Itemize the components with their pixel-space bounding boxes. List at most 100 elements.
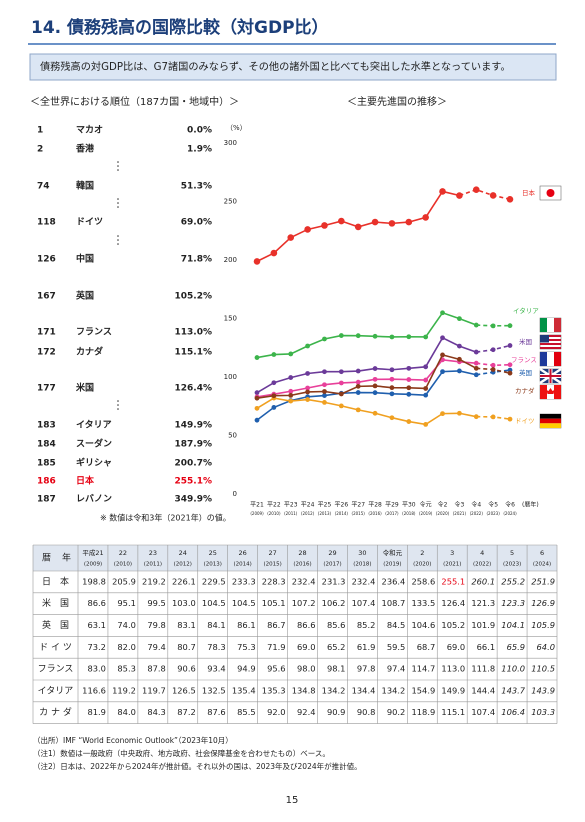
country: カナダ: [76, 346, 103, 358]
corner-label: 暦: [42, 553, 51, 564]
cell: 255.2: [501, 576, 525, 586]
country: ドイツ: [76, 217, 103, 228]
cell: 134.2: [382, 685, 406, 695]
flag-part: [554, 352, 561, 366]
cell: 103.3: [531, 707, 555, 717]
point: [270, 249, 278, 257]
rank: 118: [37, 218, 56, 228]
flag-part: [540, 423, 561, 428]
column-era: 令和元: [383, 548, 403, 557]
x-tick-year: (2021): [453, 511, 467, 516]
ellipsis-dot: [117, 169, 119, 171]
x-tick-year: (2011): [284, 511, 298, 516]
cell: 98.1: [327, 664, 345, 674]
point: [490, 323, 496, 329]
point: [338, 403, 344, 409]
series-line: [256, 370, 477, 421]
x-tick-year: (2010): [267, 511, 281, 516]
row-label: 米 国: [42, 597, 69, 609]
cell: 83.1: [177, 620, 195, 630]
flag-part: [540, 339, 561, 341]
corner-label: 年: [62, 552, 71, 564]
column-era: 26: [239, 549, 247, 557]
row-label: 英 国: [42, 619, 69, 631]
point: [440, 310, 445, 316]
ranking-heading: ＜全世界における順位（187カ国・地域中）＞: [30, 95, 239, 108]
point: [423, 364, 429, 370]
ellipsis-dot: [117, 400, 119, 402]
x-tick-year: (2022): [470, 511, 484, 516]
cell: 97.8: [357, 664, 375, 674]
cell: 86.7: [267, 620, 285, 630]
rank: 167: [37, 292, 56, 302]
point: [423, 421, 429, 427]
y-tick-label: 0: [233, 490, 237, 498]
cell: 105.9: [531, 620, 555, 630]
point: [473, 365, 479, 371]
cell: 84.1: [207, 620, 225, 630]
column-year: (2011): [144, 562, 162, 568]
x-tick-year: (2024): [503, 511, 517, 516]
x-tick-label: 平29: [385, 502, 399, 509]
point: [305, 343, 310, 349]
cell: 104.5: [202, 598, 226, 608]
note: （注2）日本は、2022年から2024年が推計値。それ以外の国は、2023年及び…: [33, 761, 362, 771]
cell: 251.9: [531, 576, 555, 586]
cell: 231.3: [322, 576, 346, 586]
cell: 134.2: [322, 685, 346, 695]
point: [254, 355, 260, 360]
point: [254, 390, 260, 396]
point: [473, 322, 479, 328]
column-year: (2019): [383, 562, 401, 568]
point: [473, 360, 479, 366]
point: [406, 419, 412, 424]
cell: 85.6: [327, 620, 345, 630]
flag-part: [540, 343, 561, 345]
point: [287, 234, 295, 241]
cell: 114.7: [411, 664, 435, 674]
point: [473, 372, 479, 378]
cell: 118.9: [411, 707, 435, 717]
cell: 65.2: [327, 642, 345, 652]
note: （注1）数値は一般政府（中央政府、地方政府、社会保障基金を合わせたもの）ベース。: [33, 748, 330, 758]
column-year: (2018): [353, 562, 371, 568]
point: [422, 214, 429, 221]
point: [322, 382, 327, 388]
point: [457, 316, 462, 322]
point: [322, 369, 327, 375]
point: [372, 410, 378, 416]
column-year: (2009): [84, 562, 102, 568]
x-tick-label: 令元: [420, 501, 432, 509]
cell: 260.1: [471, 576, 495, 586]
note: （出所）IMF “World Economic Outlook”（2023年10…: [33, 735, 233, 745]
column-era: 2: [420, 549, 424, 557]
rank: 187: [37, 495, 56, 505]
rank: 171: [37, 328, 56, 338]
rank: 186: [37, 477, 56, 487]
point: [355, 407, 361, 413]
x-tick-label: 令2: [438, 501, 448, 509]
cell: 135.4: [232, 685, 256, 695]
cell: 82.0: [117, 642, 135, 652]
cell: 87.8: [147, 664, 165, 674]
cell: 69.0: [447, 642, 465, 652]
cell: 104.6: [411, 620, 435, 630]
page-title: 14. 債務残高の国際比較（対GDP比）: [31, 17, 329, 38]
y-tick-label: 100: [224, 373, 237, 381]
cell: 80.7: [177, 642, 195, 652]
point: [304, 226, 311, 233]
cell: 143.9: [531, 685, 555, 695]
cell: 149.9: [441, 685, 465, 695]
point: [305, 397, 310, 402]
x-tick-label: 平26: [335, 502, 349, 509]
y-tick-label: 300: [224, 139, 237, 147]
cell: 85.2: [357, 620, 375, 630]
point: [389, 385, 395, 391]
point: [253, 258, 261, 265]
flag-part: [540, 385, 547, 399]
legend-label: 日本: [522, 188, 536, 197]
column-year: (2022): [473, 562, 491, 568]
cell: 93.4: [207, 664, 225, 674]
legend-label: フランス: [511, 356, 537, 364]
flag-part: [540, 347, 561, 349]
